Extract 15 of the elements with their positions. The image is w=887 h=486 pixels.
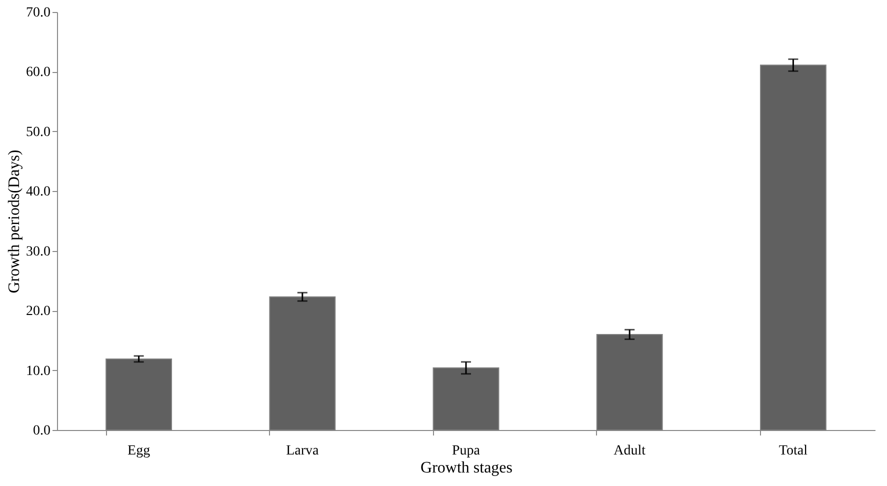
y-tick-label: 10.0 <box>26 364 50 379</box>
y-tick-label: 30.0 <box>26 244 50 260</box>
x-tick-label: Total <box>778 444 808 458</box>
y-tick-label: 40.0 <box>26 184 50 200</box>
y-axis-title: Growth periods(Days) <box>6 150 23 294</box>
y-tick-label: 20.0 <box>26 304 50 320</box>
x-axis-title: Growth stages <box>420 460 512 476</box>
x-tick-label: Adult <box>614 444 646 458</box>
x-tick-label: Egg <box>128 444 150 458</box>
y-tick-label: 0.0 <box>33 424 50 438</box>
y-tick-label: 50.0 <box>26 124 50 140</box>
y-tick-label: 70.0 <box>26 6 50 20</box>
x-tick-label: Pupa <box>452 444 481 458</box>
x-tick-label: Larva <box>286 444 320 458</box>
y-tick-label: 60.0 <box>26 65 50 80</box>
